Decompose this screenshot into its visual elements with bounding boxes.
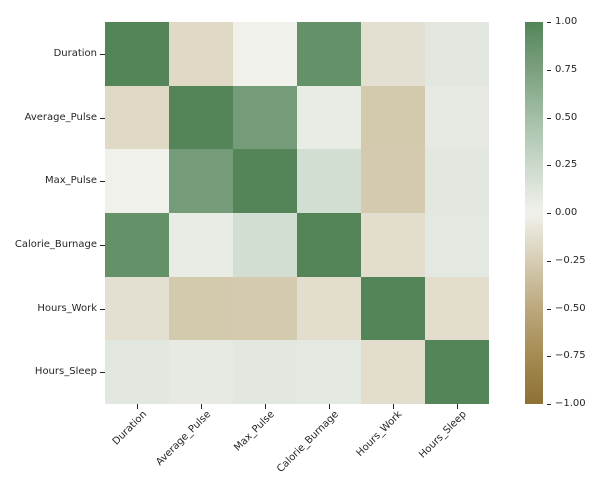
x-tick-label-hours-work: Hours_Work — [354, 409, 405, 459]
x-tick-mark — [265, 404, 266, 409]
heatmap-cell-hours-sleep-hours-sleep — [425, 340, 489, 404]
colorbar-tick-label-0.25: 0.25 — [555, 159, 578, 170]
heatmap-cell-hours-sleep-max-pulse — [233, 340, 297, 404]
heatmap-cell-calorie-burnage-duration — [105, 213, 169, 277]
heatmap-cell-average-pulse-max-pulse — [233, 85, 297, 150]
heatmap-cell-hours-work-hours-work — [361, 276, 425, 341]
x-tick-mark — [457, 404, 458, 409]
x-tick-mark — [329, 404, 330, 409]
colorbar-tick-mark — [547, 309, 551, 310]
y-tick-mark — [100, 118, 105, 119]
heatmap-cell-average-pulse-hours-sleep — [425, 85, 489, 150]
colorbar-tick-label-neg-0.75: −0.75 — [555, 350, 586, 361]
heatmap-cell-hours-sleep-duration — [105, 340, 169, 404]
heatmap-cell-calorie-burnage-calorie-burnage — [297, 213, 361, 277]
heatmap-cell-hours-work-average-pulse — [169, 276, 233, 341]
heatmap-cell-duration-hours-sleep — [425, 22, 489, 86]
y-tick-label-average-pulse: Average_Pulse — [24, 111, 97, 123]
colorbar-tick-label-neg-1.00: −1.00 — [555, 398, 586, 409]
y-tick-mark — [100, 181, 105, 182]
heatmap-cell-hours-work-max-pulse — [233, 276, 297, 341]
colorbar-tick-mark — [547, 261, 551, 262]
heatmap-cell-hours-sleep-calorie-burnage — [297, 340, 361, 404]
y-tick-mark — [100, 54, 105, 55]
heatmap-cell-max-pulse-calorie-burnage — [297, 149, 361, 213]
heatmap-cell-max-pulse-duration — [105, 149, 169, 213]
y-tick-label-max-pulse: Max_Pulse — [44, 175, 97, 187]
y-tick-label-calorie-burnage: Calorie_Burnage — [14, 238, 97, 250]
heatmap-cell-average-pulse-hours-work — [361, 85, 425, 150]
colorbar — [525, 22, 543, 404]
colorbar-tick-mark — [547, 118, 551, 119]
colorbar-tick-mark — [547, 356, 551, 357]
heatmap-cell-calorie-burnage-hours-work — [361, 213, 425, 277]
heatmap-cell-hours-sleep-hours-work — [361, 340, 425, 404]
colorbar-tick-mark — [547, 404, 551, 405]
heatmap-cell-max-pulse-max-pulse — [233, 149, 297, 213]
y-tick-label-hours-work: Hours_Work — [37, 302, 97, 314]
colorbar-tick-label-neg-0.50: −0.50 — [555, 303, 586, 314]
x-tick-mark — [393, 404, 394, 409]
heatmap-cell-calorie-burnage-average-pulse — [169, 213, 233, 277]
colorbar-tick-label-0.75: 0.75 — [555, 64, 578, 75]
heatmap-cell-hours-sleep-average-pulse — [169, 340, 233, 404]
heatmap-cell-duration-average-pulse — [169, 22, 233, 86]
x-tick-label-hours-sleep: Hours_Sleep — [417, 409, 469, 461]
x-tick-label-average-pulse: Average_Pulse — [153, 409, 213, 468]
colorbar-tick-mark — [547, 22, 551, 23]
x-tick-label-calorie-burnage: Calorie_Burnage — [274, 409, 341, 475]
heatmap-cell-max-pulse-hours-work — [361, 149, 425, 213]
colorbar-tick-mark — [547, 165, 551, 166]
heatmap-cell-max-pulse-average-pulse — [169, 149, 233, 213]
colorbar-tick-mark — [547, 70, 551, 71]
heatmap-cell-calorie-burnage-max-pulse — [233, 213, 297, 277]
heatmap-cell-duration-max-pulse — [233, 22, 297, 86]
y-tick-label-duration: Duration — [53, 47, 97, 59]
colorbar-tick-label-0.50: 0.50 — [555, 112, 578, 123]
y-tick-mark — [100, 309, 105, 310]
colorbar-tick-label-0.00: 0.00 — [555, 207, 578, 218]
x-tick-mark — [201, 404, 202, 409]
heatmap-cell-average-pulse-duration — [105, 85, 169, 150]
colorbar-tick-mark — [547, 213, 551, 214]
heatmap-cell-hours-work-hours-sleep — [425, 276, 489, 341]
heatmap-cell-average-pulse-calorie-burnage — [297, 85, 361, 150]
heatmap-cell-hours-work-calorie-burnage — [297, 276, 361, 341]
heatmap-cell-duration-duration — [105, 22, 169, 86]
heatmap-cell-hours-work-duration — [105, 276, 169, 341]
x-tick-label-duration: Duration — [110, 409, 149, 448]
y-tick-mark — [100, 372, 105, 373]
x-tick-mark — [137, 404, 138, 409]
heatmap-cell-duration-calorie-burnage — [297, 22, 361, 86]
heatmap-cell-max-pulse-hours-sleep — [425, 149, 489, 213]
colorbar-tick-label-neg-0.25: −0.25 — [555, 255, 586, 266]
x-tick-label-max-pulse: Max_Pulse — [232, 409, 277, 454]
heatmap-cell-calorie-burnage-hours-sleep — [425, 213, 489, 277]
colorbar-tick-label-1.00: 1.00 — [555, 16, 578, 27]
y-tick-mark — [100, 245, 105, 246]
heatmap-plot-area — [105, 22, 489, 404]
y-tick-label-hours-sleep: Hours_Sleep — [34, 366, 97, 378]
heatmap-cell-average-pulse-average-pulse — [169, 85, 233, 150]
heatmap-cell-duration-hours-work — [361, 22, 425, 86]
